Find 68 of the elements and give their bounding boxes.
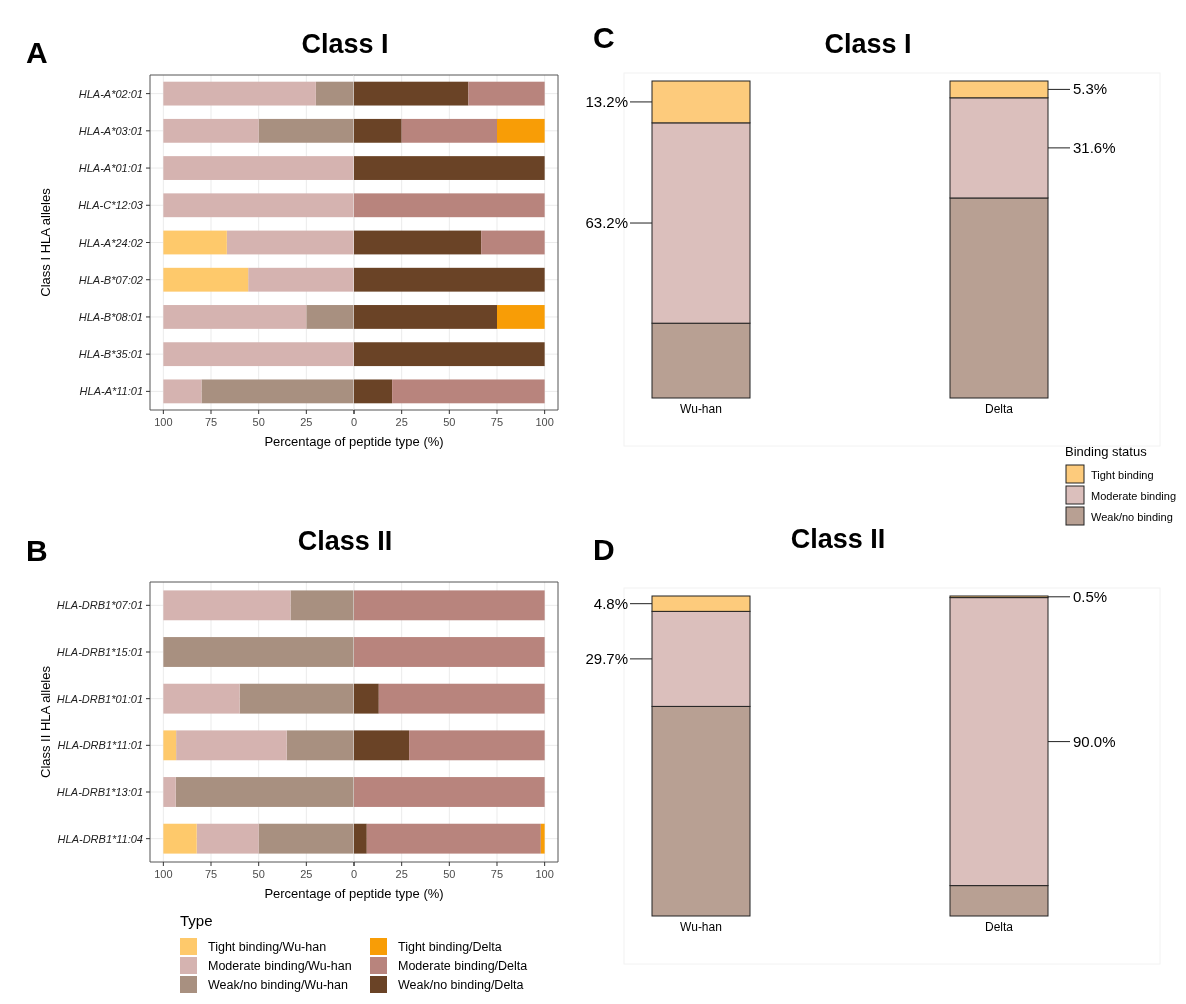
chart-title: Class II <box>297 526 393 556</box>
x-tick-label: 25 <box>300 868 313 880</box>
x-tick-label: 75 <box>204 416 218 428</box>
legend-title: Type <box>180 912 213 929</box>
x-tick-label: 25 <box>395 868 408 880</box>
legend-label: Weak/no binding/Delta <box>398 978 524 992</box>
y-tick-label: HLA-DRB1*07:01 <box>56 599 143 612</box>
y-tick-label: HLA-A*03:01 <box>78 124 143 137</box>
y-axis-title: Class I HLA alleles <box>38 187 53 297</box>
x-tick-label: 25 <box>395 416 408 428</box>
x-tick-label: 75 <box>204 868 218 880</box>
legend-label: Weak/no binding <box>1091 511 1173 523</box>
x-tick-label: 100 <box>154 868 173 880</box>
x-tick-label: 25 <box>300 416 313 428</box>
legend-label: Tight binding/Delta <box>398 940 502 954</box>
data-label: 29.7% <box>585 649 628 667</box>
y-tick-label: HLA-DRB1*11:01 <box>57 739 143 752</box>
x-axis-title: Percentage of peptide type (%) <box>264 434 444 449</box>
legend-title: Binding status <box>1065 444 1148 459</box>
y-tick-label: HLA-DRB1*01:01 <box>56 692 143 705</box>
x-tick-label: 50 <box>252 416 265 428</box>
x-tick-label: 100 <box>535 416 554 428</box>
data-label: 90.0% <box>1073 732 1116 750</box>
x-tick-label: Wu-han <box>680 920 722 934</box>
text: C <box>593 21 615 54</box>
data-label: 13.2% <box>585 92 628 110</box>
y-axis-title: Class II HLA alleles <box>38 665 53 778</box>
y-tick-label: HLA-A*01:01 <box>78 162 143 175</box>
legend-label: Tight binding <box>1091 469 1154 481</box>
y-tick-label: HLA-B*07:02 <box>78 273 143 286</box>
y-tick-label: HLA-A*11:01 <box>79 385 143 398</box>
chart-title: Class II <box>790 524 886 554</box>
legend-label: Moderate binding/Delta <box>398 959 528 973</box>
x-tick-label: Delta <box>984 920 1014 934</box>
text: B <box>26 534 48 567</box>
y-tick-label: HLA-A*24:02 <box>78 236 143 249</box>
y-tick-label: HLA-B*35:01 <box>78 348 143 361</box>
y-tick-label: HLA-DRB1*11:04 <box>57 832 143 845</box>
chart-title: Class I <box>824 29 912 59</box>
text: D <box>593 533 615 566</box>
x-tick-label: 100 <box>154 416 173 428</box>
x-tick-label: 75 <box>490 868 504 880</box>
data-label: 4.8% <box>593 594 628 612</box>
data-label: 31.6% <box>1073 138 1116 156</box>
y-tick-label: HLA-DRB1*13:01 <box>56 786 143 798</box>
data-label: 5.3% <box>1073 80 1108 98</box>
chart-title: Class I <box>301 29 389 59</box>
y-tick-label: HLA-DRB1*15:01 <box>56 646 143 658</box>
x-tick-label: 50 <box>443 416 456 428</box>
legend-label: Tight binding/Wu-han <box>208 940 327 954</box>
x-tick-label: 0 <box>350 868 358 880</box>
legend-label: Moderate binding/Wu-han <box>208 959 352 973</box>
y-tick-label: HLA-A*02:01 <box>78 87 143 100</box>
y-tick-label: HLA-B*08:01 <box>78 310 143 323</box>
x-axis-title: Percentage of peptide type (%) <box>264 886 444 901</box>
y-tick-label: HLA-C*12:03 <box>78 199 144 212</box>
data-label: 63.2% <box>585 214 628 232</box>
text: A <box>26 36 48 69</box>
x-tick-label: 50 <box>443 868 456 880</box>
x-tick-label: 75 <box>490 416 504 428</box>
x-tick-label: 100 <box>535 868 554 880</box>
x-tick-label: Wu-han <box>680 402 722 416</box>
data-label: 0.5% <box>1073 587 1108 605</box>
legend-label: Moderate binding <box>1091 490 1177 502</box>
x-tick-label: Delta <box>984 402 1014 416</box>
x-tick-label: 0 <box>350 416 358 428</box>
legend-label: Weak/no binding/Wu-han <box>208 978 348 992</box>
x-tick-label: 50 <box>252 868 265 880</box>
